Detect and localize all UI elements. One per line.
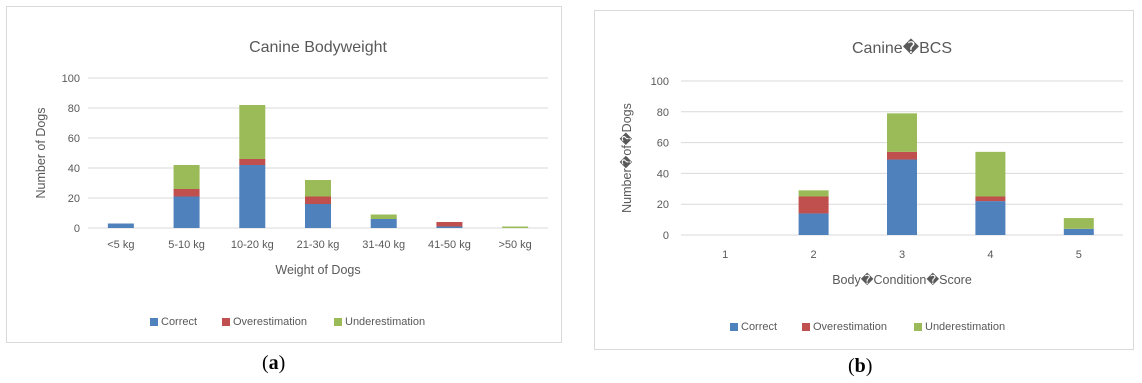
bcs-x-tick-label: 4 (987, 249, 993, 261)
bodyweight-x-tick-label: 10-20 kg (231, 239, 274, 251)
bcs-bar-overestimation-2 (798, 196, 829, 214)
panel-label-a-letter: a (268, 352, 279, 374)
bodyweight-legend-swatch-correct (150, 318, 158, 326)
bcs-y-axis-label: Number�of�Dogs (619, 103, 634, 213)
bodyweight-bar-correct-5 (370, 219, 397, 228)
bcs-y-tick-label: 40 (657, 168, 669, 180)
chart-bodyweight-svg: Canine Bodyweight 0 20 40 60 80 100 <5 kg 5-10 k… (34, 39, 548, 328)
bcs-y-tick-label: 20 (657, 199, 669, 211)
bodyweight-y-tick-label: 0 (74, 223, 80, 235)
bcs-legend-label-correct: Correct (741, 321, 777, 333)
bcs-legend-swatch-underestimation (914, 323, 922, 331)
bcs-bar-underestimation-5 (1063, 218, 1094, 229)
bcs-y-tick-label: 80 (657, 107, 669, 119)
bodyweight-x-tick-label: 31-40 kg (362, 239, 405, 251)
bodyweight-y-tick-label: 20 (68, 193, 80, 205)
bodyweight-y-tick-label: 60 (68, 133, 80, 145)
bodyweight-title: Canine Bodyweight (249, 39, 387, 56)
bcs-legend-label-underestimation: Underestimation (925, 321, 1005, 333)
bodyweight-x-axis-label: Weight of Dogs (275, 263, 360, 277)
bodyweight-bar-overestimation-4 (305, 196, 331, 204)
bcs-title: Canine�BCS (852, 38, 952, 57)
bodyweight-bar-underestimation-5 (370, 214, 397, 219)
bodyweight-y-tick-label: 80 (68, 103, 80, 115)
bodyweight-x-tick-label: <5 kg (107, 239, 134, 251)
bcs-legend-swatch-correct (730, 323, 738, 331)
bodyweight-bar-correct-3 (239, 165, 266, 228)
bodyweight-y-axis-label: Number of Dogs (34, 107, 48, 198)
bodyweight-legend-label-overestimation: Overestimation (233, 316, 307, 328)
bcs-bar-overestimation-3 (887, 151, 917, 160)
chart-panel-bodyweight: Canine Bodyweight 0 20 40 60 80 100 <5 kg 5-10 k… (6, 6, 562, 343)
bodyweight-y-tick-label: 40 (68, 163, 80, 175)
bcs-x-tick-label: 5 (1076, 249, 1082, 261)
bcs-bar-underestimation-2 (798, 190, 829, 197)
bodyweight-legend-label-underestimation: Underestimation (345, 316, 425, 328)
bodyweight-legend-swatch-underestimation (334, 318, 342, 326)
bcs-legend-label-overestimation: Overestimation (813, 321, 887, 333)
panel-label-b: (b) (848, 355, 873, 377)
bodyweight-bar-correct-6 (436, 226, 463, 228)
chart-bcs-svg: Canine�BCS 0 20 40 60 80 100 1 2 3 4 5 Body�Conditio… (619, 38, 1123, 333)
bcs-bar-underestimation-3 (887, 113, 917, 152)
bodyweight-bar-overestimation-6 (436, 222, 463, 227)
bcs-bar-correct-3 (887, 159, 917, 235)
bodyweight-bar-overestimation-2 (173, 189, 200, 197)
bodyweight-x-tick-label: 5-10 kg (168, 239, 205, 251)
bodyweight-bar-correct-2 (173, 196, 200, 228)
bcs-bar-overestimation-4 (975, 196, 1006, 202)
bcs-x-tick-label: 2 (811, 249, 817, 261)
bcs-y-tick-label: 0 (663, 230, 669, 242)
panel-label-b-letter: b (854, 355, 866, 377)
bodyweight-bar-underestimation-7 (502, 226, 529, 228)
bcs-legend-swatch-overestimation (802, 323, 810, 331)
bodyweight-y-tick-label: 100 (62, 73, 80, 85)
bcs-bar-correct-5 (1063, 228, 1094, 235)
bcs-x-axis-label: Body�Condition�Score (832, 272, 972, 287)
bodyweight-legend-label-correct: Correct (161, 316, 197, 328)
bodyweight-bar-underestimation-2 (173, 165, 200, 189)
bcs-y-tick-label: 100 (651, 76, 669, 88)
bcs-bar-correct-4 (975, 201, 1006, 235)
bodyweight-bar-correct-4 (305, 204, 331, 228)
bcs-x-tick-label: 3 (899, 249, 905, 261)
bcs-bar-correct-2 (798, 213, 829, 235)
bodyweight-x-tick-label: >50 kg (498, 239, 531, 251)
bodyweight-legend-swatch-overestimation (222, 318, 230, 326)
panel-label-a: (a) (262, 352, 286, 374)
bodyweight-bar-underestimation-4 (305, 180, 331, 197)
bodyweight-bar-correct-1 (107, 223, 134, 228)
bcs-x-tick-label: 1 (722, 249, 728, 261)
bodyweight-bar-overestimation-3 (239, 159, 266, 165)
bodyweight-x-tick-label: 21-30 kg (297, 239, 340, 251)
bodyweight-bar-underestimation-3 (239, 105, 266, 159)
bcs-bar-underestimation-4 (975, 151, 1006, 197)
bodyweight-x-tick-label: 41-50 kg (428, 239, 471, 251)
chart-panel-bcs: Canine�BCS 0 20 40 60 80 100 1 2 3 4 5 Body�Conditio… (594, 10, 1134, 350)
bcs-y-tick-label: 60 (657, 138, 669, 150)
